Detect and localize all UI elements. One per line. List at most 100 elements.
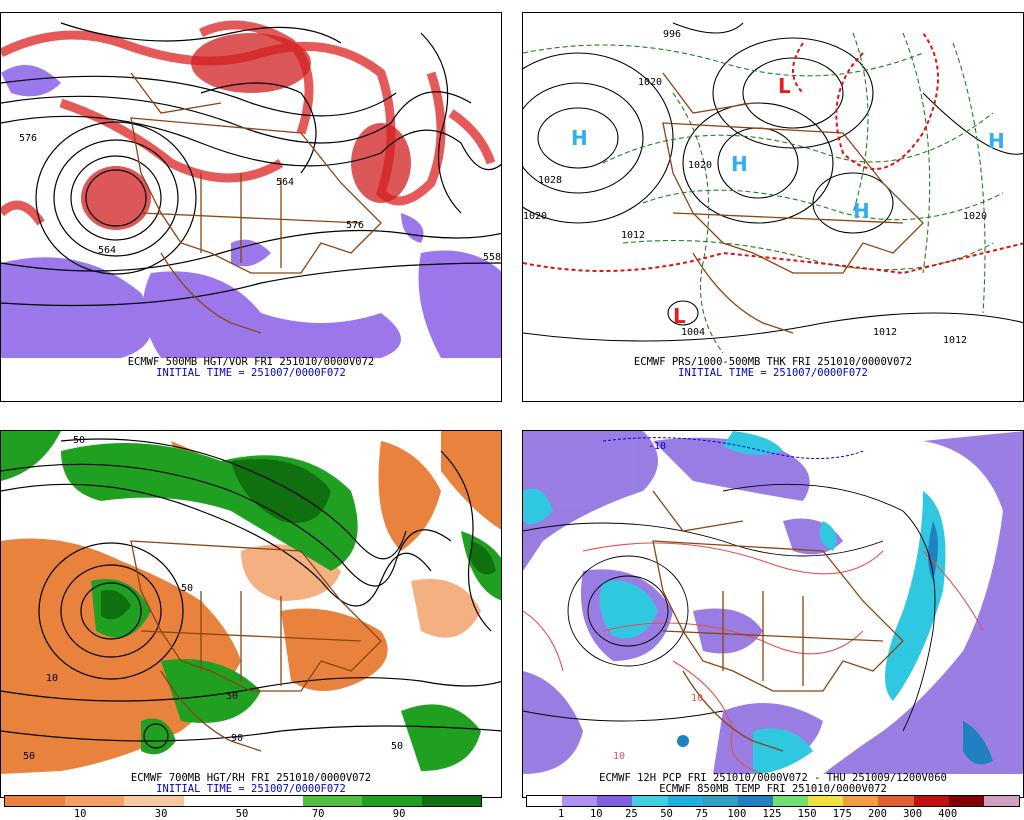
rh-legend-labels: 10 30 50 70 90 (4, 808, 498, 820)
temp-contours-warm (523, 542, 984, 774)
legend-label: 125 (762, 808, 782, 820)
contour-label: 1004 (681, 327, 705, 338)
height-contours (1, 438, 501, 749)
high-pressure-icon: H (988, 129, 1005, 153)
rh-color-legend: 10 30 50 70 90 (0, 791, 502, 820)
contour-label: -10 (648, 441, 666, 452)
contour-label: 50 (73, 435, 85, 446)
high-pressure-icon: H (571, 126, 588, 150)
legend-swatch (632, 796, 668, 806)
precip-color-bar (526, 795, 1020, 807)
temp-contours-cold (602, 437, 864, 459)
legend-label: 90 (392, 808, 406, 820)
panel-caption: ECMWF 500MB HGT/VOR FRI 251010/0000V072 (127, 356, 375, 368)
contour-label: 564 (98, 245, 116, 256)
legend-label: 50 (235, 808, 249, 820)
contour-label: 558 (483, 252, 501, 263)
rh-very-moist (101, 459, 496, 620)
panel-init-time: INITIAL TIME = 251007/0000F072 (156, 367, 346, 379)
legend-swatch (183, 796, 243, 806)
contour-label: 50 (181, 583, 193, 594)
legend-swatch (302, 796, 362, 806)
legend-label: 75 (695, 808, 709, 820)
legend-label: 400 (938, 808, 958, 820)
contour-label: 10 (691, 693, 703, 704)
legend-swatch (597, 796, 633, 806)
panel-700mb-hgt-rh: 50 50 10 50 90 50 50 ECMWF 700MB HGT/RH … (0, 430, 502, 798)
contour-label: 1020 (523, 211, 547, 222)
legend-label: 70 (311, 808, 325, 820)
precip-color-legend: 1 10 25 50 75 100 125 150 175 200 300 400 (522, 791, 1024, 820)
precip-heavy (677, 521, 993, 765)
legend-swatch (913, 796, 949, 806)
contour-label: 50 (226, 691, 238, 702)
height-contours (1, 22, 501, 307)
high-pressure-icon: H (731, 152, 748, 176)
legend-swatch (983, 796, 1019, 806)
legend-label: 10 (589, 808, 603, 820)
legend-swatch (362, 796, 422, 806)
legend-label: 1 (557, 808, 565, 820)
high-pressure-icon: H (853, 199, 870, 223)
political-borders (130, 540, 382, 752)
legend-swatch (772, 796, 809, 806)
vort-maxima (81, 33, 411, 230)
political-borders (662, 72, 924, 334)
pressure-centers: H H H H L L (571, 74, 1005, 328)
legend-label: 150 (797, 808, 817, 820)
isobars (523, 22, 1023, 342)
contour-label: 1020 (688, 160, 712, 171)
legend-label: 100 (727, 808, 747, 820)
panel-caption: ECMWF PRS/1000-500MB THK FRI 251010/0000… (633, 356, 913, 368)
panel-caption-2: ECMWF 850MB TEMP FRI 251010/0000V072 (659, 783, 887, 795)
contour-label: 10 (613, 751, 625, 762)
map-700mb: 50 50 10 50 90 50 50 (1, 431, 501, 774)
legend-swatch (124, 796, 184, 806)
pos-vort-bands (1, 20, 496, 226)
legend-swatch (702, 796, 738, 806)
low-pressure-icon: L (673, 304, 686, 328)
contour-label: 50 (23, 751, 35, 762)
panel-prs-thickness: H H H H L L 996 1020 1028 1020 1012 1020… (522, 12, 1024, 402)
panel-caption: ECMWF 700MB HGT/RH FRI 251010/0000V072 (130, 772, 372, 784)
panel-caption: ECMWF 12H PCP FRI 251010/0000V072 - THU … (599, 772, 947, 784)
legend-swatch (808, 796, 844, 806)
thickness-540 (523, 32, 1023, 275)
legend-swatch (667, 796, 703, 806)
panel-init-time: INITIAL TIME = 251007/0000F072 (678, 367, 868, 379)
low-pressure-icon: L (778, 74, 791, 98)
political-borders (130, 72, 382, 334)
contour-label: 564 (276, 177, 294, 188)
contour-label: 1020 (638, 77, 662, 88)
map-500mb: 576 564 564 576 558 (1, 13, 501, 358)
contour-label: 50 (391, 741, 403, 752)
legend-swatch (421, 796, 481, 806)
panel-init-time: INITIAL TIME = 251007/0000F072 (156, 783, 346, 795)
contour-label: 90 (231, 733, 243, 744)
legend-swatch (948, 796, 984, 806)
panel-500mb-hgt-vor: 576 564 564 576 558 ECMWF 500MB HGT/VOR … (0, 12, 502, 402)
contour-label: 576 (19, 133, 37, 144)
precip-legend-labels: 1 10 25 50 75 100 125 150 175 200 300 400 (526, 808, 1020, 820)
legend-label: 175 (832, 808, 852, 820)
legend-swatch (5, 796, 65, 806)
legend-swatch (243, 796, 303, 806)
legend-label: 30 (154, 808, 168, 820)
contour-label: 1012 (943, 335, 967, 346)
legend-label: 10 (73, 808, 87, 820)
legend-swatch (64, 796, 124, 806)
contour-label: 1012 (621, 230, 645, 241)
temp-contours (523, 483, 936, 732)
contour-label: 1012 (873, 327, 897, 338)
legend-label: 200 (867, 808, 887, 820)
legend-swatch (527, 796, 563, 806)
legend-label: 50 (660, 808, 673, 820)
map-pressure: H H H H L L 996 1020 1028 1020 1012 1020… (523, 13, 1023, 358)
contour-label: 1028 (538, 175, 562, 186)
legend-swatch (737, 796, 773, 806)
legend-label: 25 (625, 808, 638, 820)
contour-label: 1020 (963, 211, 987, 222)
map-precip: -10 10 10 (523, 431, 1023, 774)
rh-color-bar (4, 795, 482, 807)
panel-12h-pcp-850temp: -10 10 10 ECMWF 12H PCP FRI 251010/0000V… (522, 430, 1024, 798)
